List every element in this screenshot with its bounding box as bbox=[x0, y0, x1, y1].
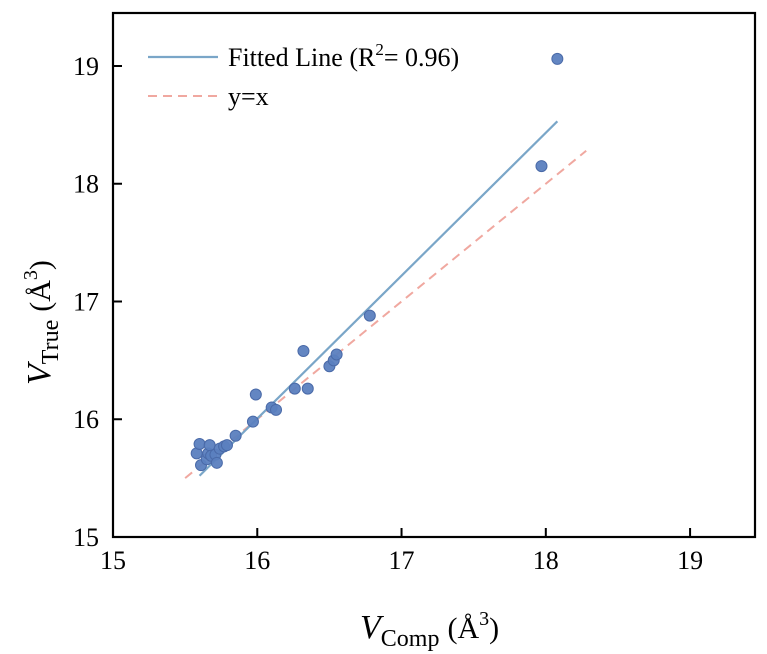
data-point bbox=[229, 429, 242, 442]
data-point bbox=[551, 52, 564, 65]
legend-identity-label: y=x bbox=[228, 82, 269, 111]
data-point bbox=[220, 439, 233, 452]
x-tick-label: 17 bbox=[389, 546, 415, 575]
data-point bbox=[210, 456, 223, 469]
y-tick-label: 15 bbox=[73, 523, 99, 552]
x-tick-label: 19 bbox=[677, 546, 703, 575]
data-point bbox=[363, 309, 376, 322]
identity-line bbox=[184, 149, 587, 479]
x-tick-label: 16 bbox=[244, 546, 270, 575]
data-point bbox=[288, 382, 301, 395]
x-tick-label: 18 bbox=[533, 546, 559, 575]
y-axis-unit: (Å bbox=[24, 280, 57, 312]
y-axis-unit-close: ) bbox=[24, 260, 57, 270]
y-axis-subscript: True bbox=[38, 320, 64, 364]
y-tick-label: 17 bbox=[73, 287, 99, 316]
data-point bbox=[535, 160, 548, 173]
ticks-layer: 15 16 17 18 19 15 16 17 18 19 bbox=[73, 52, 703, 575]
plot-frame bbox=[111, 11, 757, 539]
data-point bbox=[270, 403, 283, 416]
data-point bbox=[330, 348, 343, 361]
y-tick-label: 16 bbox=[73, 405, 99, 434]
data-point bbox=[193, 437, 206, 450]
lines-layer bbox=[184, 120, 587, 479]
legend-fit-label-text: Fitted Line (R bbox=[228, 43, 376, 72]
x-axis-unit: (Å bbox=[447, 612, 479, 645]
y-axis-title: VTrue(Å3) bbox=[20, 260, 64, 385]
fit-line bbox=[198, 120, 559, 477]
legend: Fitted Line (R2= 0.96) y=x bbox=[148, 40, 459, 111]
data-point bbox=[297, 344, 310, 357]
legend-fit-label-sup: 2 bbox=[375, 40, 384, 59]
points-layer bbox=[190, 52, 564, 472]
x-axis-unit-close: ) bbox=[489, 612, 499, 645]
data-point bbox=[249, 388, 262, 401]
data-point bbox=[301, 382, 314, 395]
y-axis-unit-sup: 3 bbox=[20, 270, 42, 280]
y-tick-label: 18 bbox=[73, 170, 99, 199]
x-tick-label: 15 bbox=[100, 546, 126, 575]
y-tick-label: 19 bbox=[73, 52, 99, 81]
x-axis-title: VComp (Å3) bbox=[360, 608, 499, 652]
legend-fit-label-end: = 0.96) bbox=[384, 43, 459, 72]
x-axis-subscript: Comp bbox=[381, 626, 440, 652]
data-point bbox=[246, 415, 259, 428]
legend-fit-label: Fitted Line (R2= 0.96) bbox=[228, 40, 459, 72]
x-axis-unit-sup: 3 bbox=[479, 608, 489, 630]
